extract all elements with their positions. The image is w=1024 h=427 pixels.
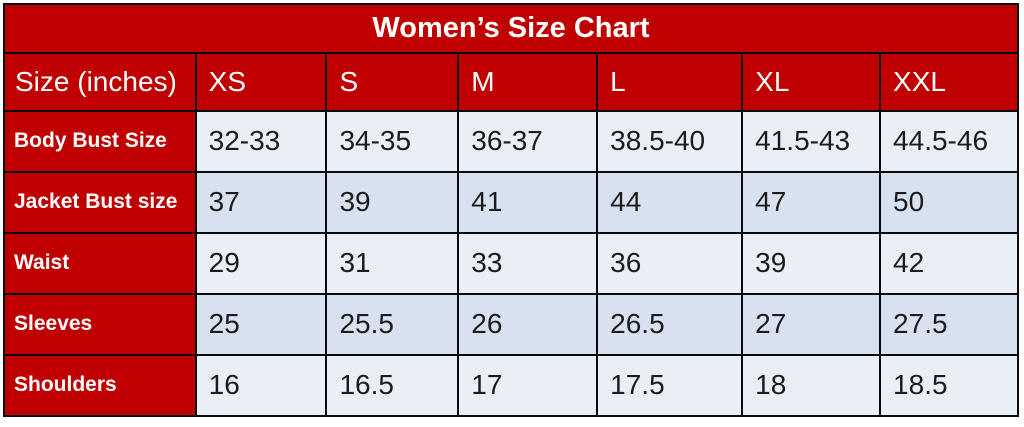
header-row: Size (inches) XS S M L XL XXL	[3, 51, 1019, 112]
size-value-cell: 36	[596, 231, 744, 295]
table-row-waist: Waist 29 31 33 36 39 42	[3, 231, 1019, 295]
size-value-cell: 42	[879, 231, 1019, 295]
table-title: Women’s Size Chart	[3, 3, 1019, 54]
size-value-cell: 44.5-46	[879, 109, 1019, 173]
size-value-cell: 16.5	[325, 353, 460, 418]
size-value-cell: 25	[194, 292, 328, 356]
size-value-cell: 18	[741, 353, 882, 418]
size-value-cell: 36-37	[457, 109, 599, 173]
size-value-cell: 39	[325, 170, 460, 234]
size-value-cell: 44	[596, 170, 744, 234]
column-header-size-inches: Size (inches)	[3, 51, 197, 112]
size-value-cell: 18.5	[879, 353, 1019, 418]
size-value-cell: 26	[457, 292, 599, 356]
column-header-l: L	[596, 51, 744, 112]
column-header-xs: XS	[194, 51, 328, 112]
size-value-cell: 37	[194, 170, 328, 234]
size-value-cell: 26.5	[596, 292, 744, 356]
table-row-shoulders: Shoulders 16 16.5 17 17.5 18 18.5	[3, 353, 1019, 418]
table-row-jacket-bust-size: Jacket Bust size 37 39 41 44 47 50	[3, 170, 1019, 234]
table-row-body-bust-size: Body Bust Size 32-33 34-35 36-37 38.5-40…	[3, 109, 1019, 173]
column-header-m: M	[457, 51, 599, 112]
row-label-body-bust-size: Body Bust Size	[3, 109, 197, 173]
size-value-cell: 33	[457, 231, 599, 295]
size-value-cell: 32-33	[194, 109, 328, 173]
size-value-cell: 38.5-40	[596, 109, 744, 173]
title-row: Women’s Size Chart	[3, 3, 1019, 54]
size-value-cell: 41.5-43	[741, 109, 882, 173]
size-chart-table: Women’s Size Chart Size (inches) XS S M …	[3, 3, 1019, 418]
size-value-cell: 31	[325, 231, 460, 295]
size-value-cell: 50	[879, 170, 1019, 234]
size-value-cell: 25.5	[325, 292, 460, 356]
size-value-cell: 27	[741, 292, 882, 356]
size-value-cell: 39	[741, 231, 882, 295]
table-row-sleeves: Sleeves 25 25.5 26 26.5 27 27.5	[3, 292, 1019, 356]
column-header-xxl: XXL	[879, 51, 1019, 112]
column-header-xl: XL	[741, 51, 882, 112]
size-value-cell: 16	[194, 353, 328, 418]
size-value-cell: 17.5	[596, 353, 744, 418]
row-label-waist: Waist	[3, 231, 197, 295]
size-value-cell: 41	[457, 170, 599, 234]
size-value-cell: 29	[194, 231, 328, 295]
size-value-cell: 17	[457, 353, 599, 418]
row-label-sleeves: Sleeves	[3, 292, 197, 356]
size-value-cell: 27.5	[879, 292, 1019, 356]
size-value-cell: 34-35	[325, 109, 460, 173]
column-header-s: S	[325, 51, 460, 112]
row-label-jacket-bust-size: Jacket Bust size	[3, 170, 197, 234]
row-label-shoulders: Shoulders	[3, 353, 197, 418]
size-value-cell: 47	[741, 170, 882, 234]
